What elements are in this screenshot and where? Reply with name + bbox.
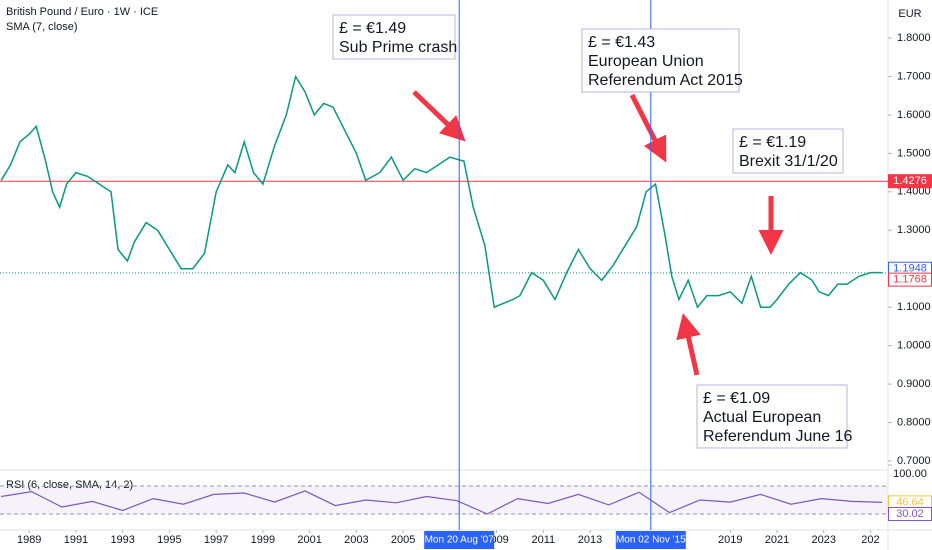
date-label-bg	[424, 531, 495, 549]
x-tick-label: 1999	[251, 534, 275, 546]
date-label: Mon 20 Aug '07	[425, 535, 495, 546]
price-line-series	[0, 74, 883, 309]
annotation-box	[332, 14, 456, 60]
price-label-bg	[888, 174, 932, 189]
rsi-label: RSI (6, close, SMA, 14, 2)	[6, 479, 133, 491]
currency: EUR	[898, 8, 921, 20]
annotation-text: Sub Prime crash	[339, 39, 457, 56]
date-label: Mon 02 Nov '15	[616, 535, 686, 546]
x-tick-label: 2013	[578, 534, 602, 546]
y-tick-label: 1.8000	[897, 32, 931, 44]
price-label: 1.1948	[893, 263, 927, 275]
y-tick-label: 0.7000	[897, 455, 931, 467]
annotation-box	[732, 128, 844, 174]
annotation-text: £ = €1.09	[703, 390, 770, 407]
x-tick-label: 2001	[297, 534, 321, 546]
x-tick-label: 1989	[17, 534, 41, 546]
x-tick-label: 1993	[110, 534, 134, 546]
rsi-band-fill	[0, 486, 888, 514]
x-tick-label: 2003	[344, 534, 368, 546]
x-tick-label: 2023	[811, 534, 835, 546]
x-tick-label: 1991	[64, 534, 88, 546]
x-tick-label: 2011	[531, 534, 555, 546]
annotation-text: £ = €1.19	[739, 134, 806, 151]
x-tick-label: 1997	[204, 534, 228, 546]
annotation-text: Referendum Act 2015	[588, 72, 743, 89]
y-tick-label: 1.6000	[897, 109, 931, 121]
y-tick-label: 0.8000	[897, 416, 931, 428]
date-label-bg	[615, 531, 686, 549]
y-tick-label: 1.4000	[897, 186, 931, 198]
annotation-box	[696, 384, 848, 449]
price-label: 1.4276	[893, 175, 927, 187]
y-tick-label: 1.7000	[897, 70, 931, 82]
rsi-tick-label: 100.00	[893, 468, 927, 480]
price-label: 1.1768	[893, 274, 927, 286]
y-tick-label: 1.0000	[897, 340, 931, 352]
symbol-title: British Pound / Euro · 1W · ICE	[6, 6, 158, 18]
annotation-box	[581, 28, 740, 93]
annotation-text: Brexit 31/1/20	[739, 153, 838, 170]
annotation-text: £ = €1.43	[588, 34, 655, 51]
y-tick-label: 1.1000	[897, 301, 931, 313]
rsi-value: 46.64	[896, 496, 924, 508]
y-tick-label: 1.5000	[897, 147, 931, 159]
rsi-line	[1, 490, 883, 515]
annotation-text: European Union	[588, 53, 704, 70]
x-tick-label: 2019	[718, 534, 742, 546]
arrows	[412, 90, 784, 376]
y-tick-label: 1.3000	[897, 224, 931, 236]
annotation-text: Actual European	[703, 409, 821, 426]
x-tick-label: 2005	[391, 534, 415, 546]
x-tick-label: 2021	[765, 534, 789, 546]
indicator-label: SMA (7, close)	[6, 21, 78, 33]
y-tick-label: 0.9000	[897, 378, 931, 390]
x-tick-label: 1995	[157, 534, 181, 546]
annotation-text: Referendum June 16	[703, 428, 853, 445]
rsi-value: 30.02	[896, 508, 924, 520]
x-tick-label: 202	[861, 534, 879, 546]
annotation-text: £ = €1.49	[339, 20, 406, 37]
